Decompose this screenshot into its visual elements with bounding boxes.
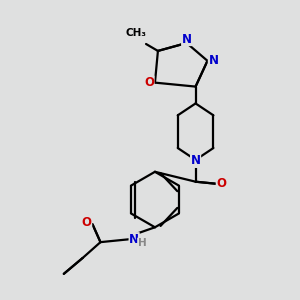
Text: N: N <box>129 233 139 246</box>
Text: O: O <box>82 216 92 229</box>
Text: H: H <box>138 238 146 248</box>
Text: O: O <box>216 177 226 190</box>
Text: O: O <box>144 76 154 89</box>
Text: N: N <box>190 154 201 167</box>
Text: N: N <box>208 54 218 67</box>
Text: N: N <box>182 32 192 46</box>
Text: CH₃: CH₃ <box>126 28 147 38</box>
